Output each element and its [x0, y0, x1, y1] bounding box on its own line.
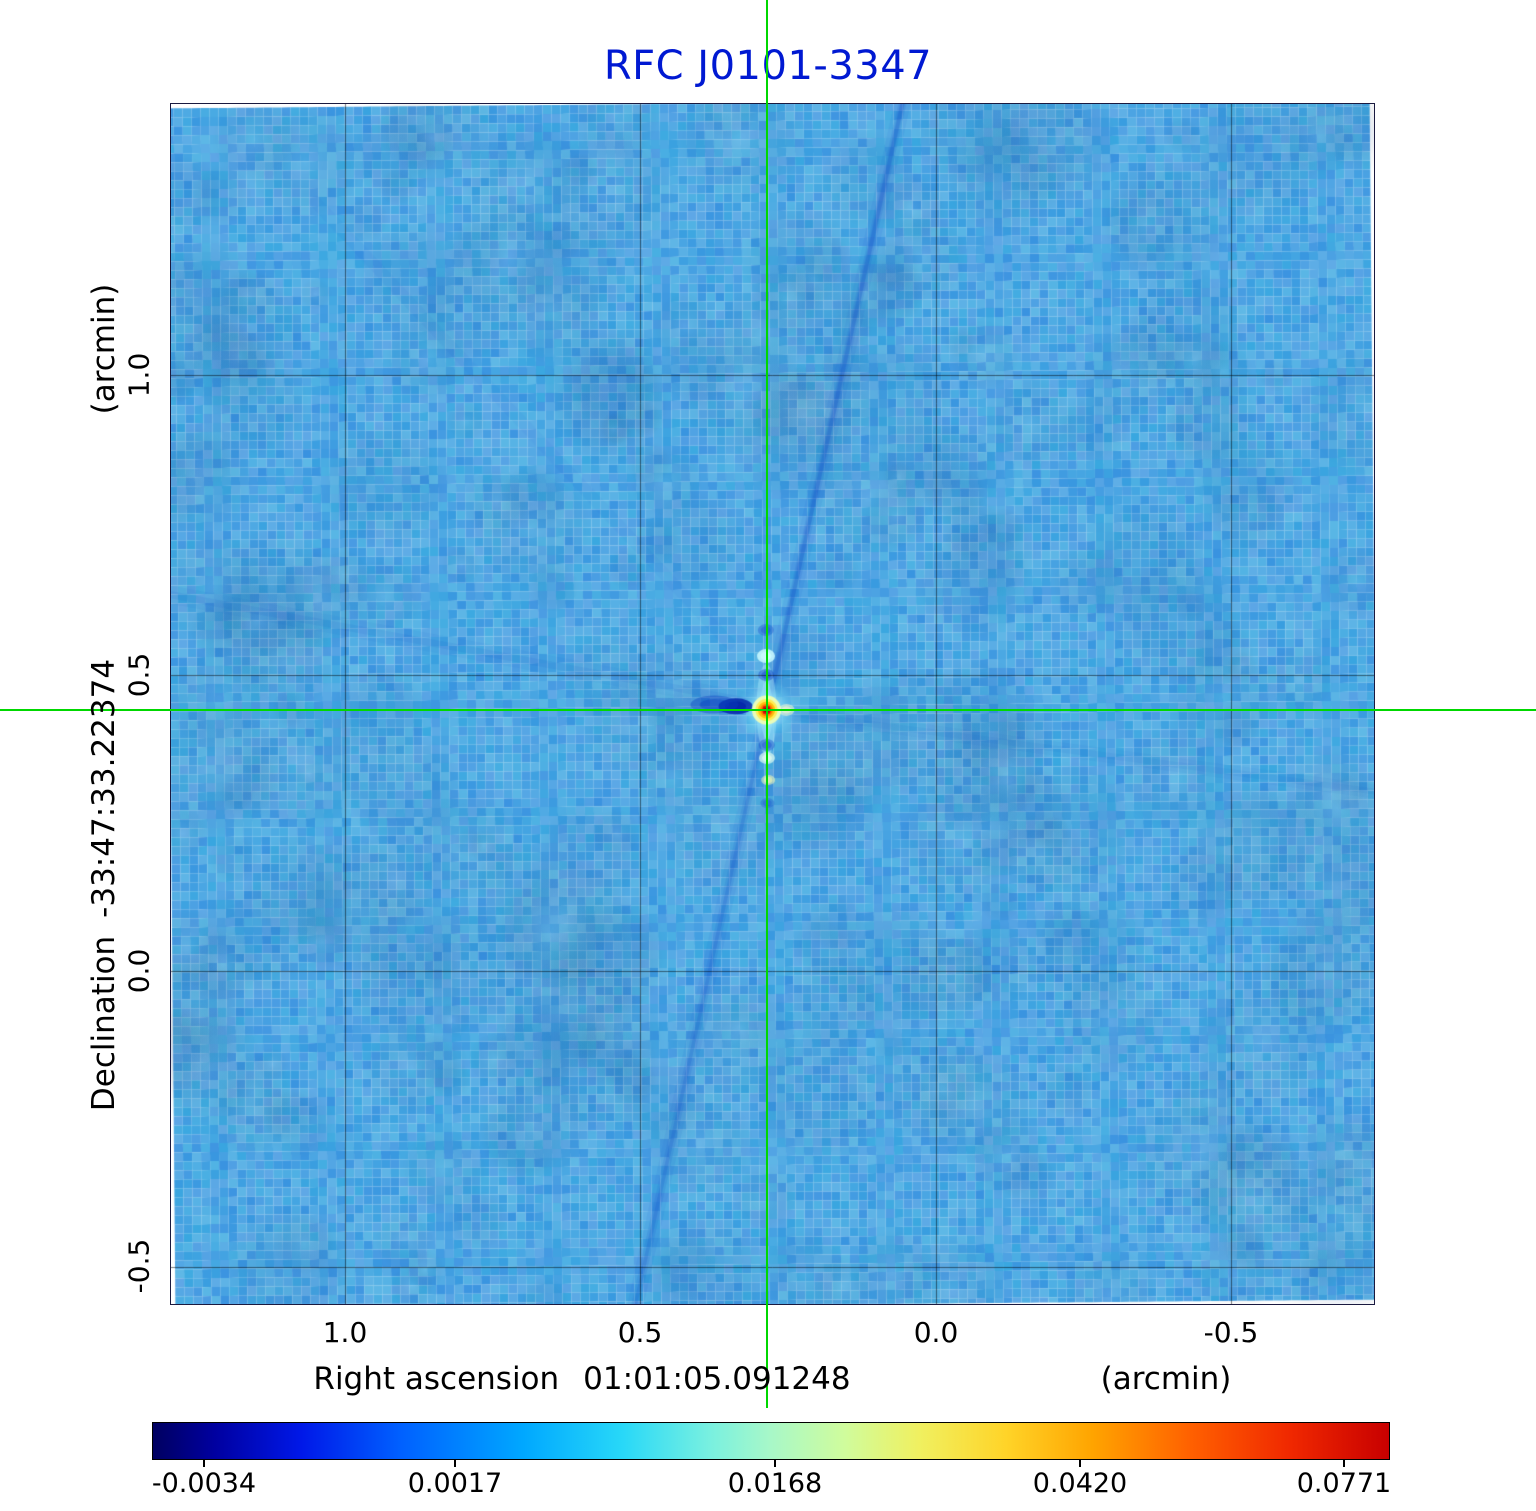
x-tick-label: 0.5 [617, 1316, 663, 1349]
x-tick-label: 0.0 [913, 1316, 959, 1349]
colorbar-gradient [152, 1422, 1390, 1460]
colorbar-tick-mark [454, 1460, 456, 1467]
colorbar-tick-label: -0.0034 [151, 1468, 257, 1499]
colorbar-tick-mark [203, 1460, 205, 1467]
colorbar-tick-mark [1343, 1460, 1345, 1467]
x-axis-label: Right ascension 01:01:05.091248 [313, 1361, 850, 1397]
colorbar-tick-label: 0.0168 [727, 1468, 823, 1499]
y-tick-label: 0.5 [122, 652, 156, 698]
y-tick-label: 0.0 [122, 948, 156, 994]
y-axis-label-text: Declination [86, 935, 122, 1112]
x-axis-unit-label: (arcmin) [1101, 1361, 1232, 1397]
sky-image-canvas [170, 103, 1375, 1305]
y-axis-value: -33:47:33.22374 [86, 658, 122, 918]
y-tick-label: 1.0 [122, 352, 156, 398]
x-axis-label-text: Right ascension [313, 1361, 560, 1397]
y-tick-label: -0.5 [122, 1238, 156, 1294]
page-title: RFC J0101-3347 [603, 43, 933, 89]
crosshair-horizontal-line [0, 709, 1536, 711]
crosshair-vertical-line [766, 0, 768, 1408]
y-axis-unit-label: (arcmin) [86, 284, 122, 415]
x-axis-unit-text: (arcmin) [1100, 1361, 1232, 1397]
sky-map-plot [170, 103, 1375, 1305]
colorbar-tick-mark [1079, 1460, 1081, 1467]
x-tick-label: -0.5 [1203, 1316, 1259, 1349]
colorbar-tick-label: 0.0771 [1296, 1468, 1392, 1499]
y-axis-unit-text: (arcmin) [86, 283, 122, 415]
colorbar-tick-mark [774, 1460, 776, 1467]
x-axis-value: 01:01:05.091248 [583, 1361, 851, 1397]
colorbar-tick-label: 0.0420 [1032, 1468, 1128, 1499]
colorbar-tick-label: 0.0017 [407, 1468, 503, 1499]
x-tick-label: 1.0 [322, 1316, 368, 1349]
y-axis-label: Declination -33:47:33.22374 [86, 659, 122, 1111]
